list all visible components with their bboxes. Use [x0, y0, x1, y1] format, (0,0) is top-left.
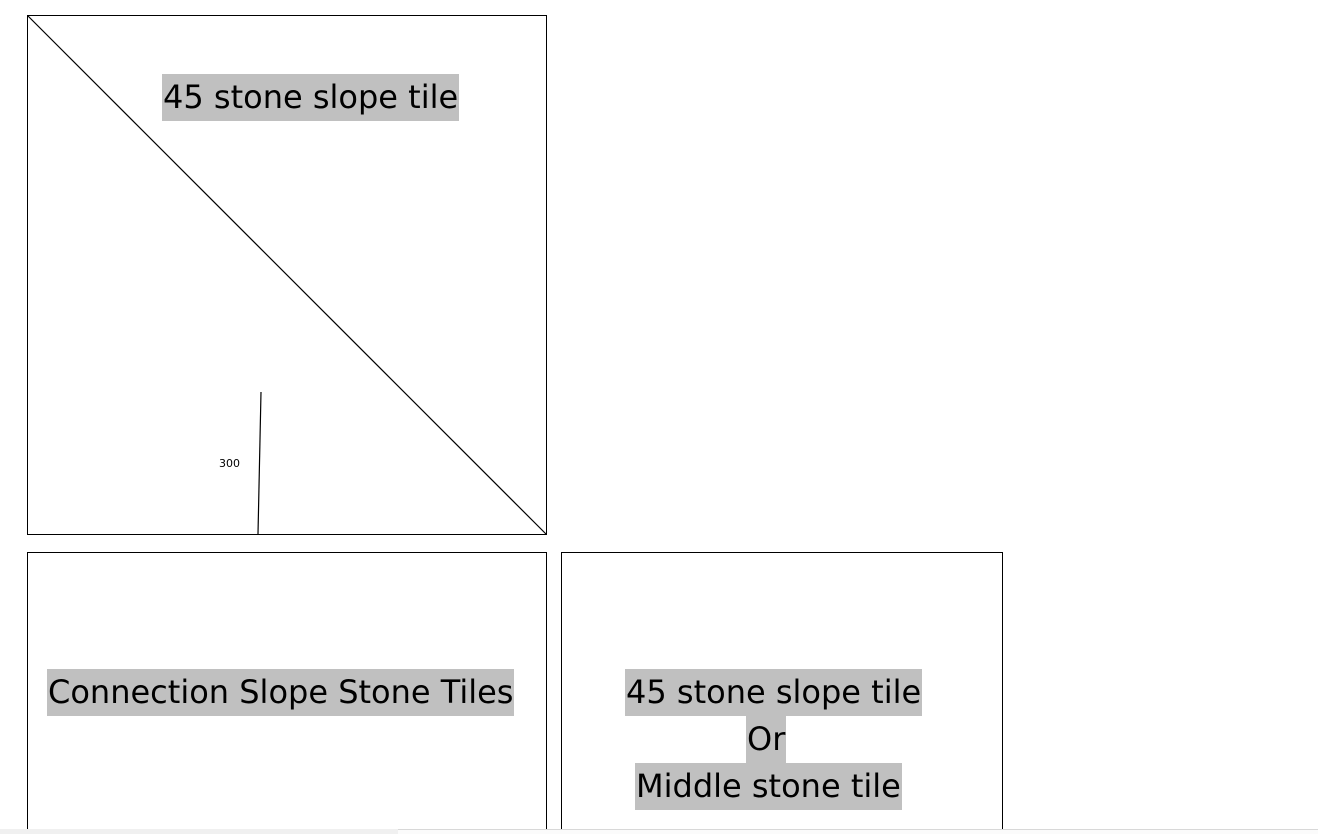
diagonal-slope-line [27, 15, 547, 535]
horizontal-scrollbar-track[interactable] [0, 829, 398, 834]
slope-tile-label: 45 stone slope tile [162, 74, 460, 121]
status-bar-strip [398, 829, 1318, 834]
connection-tile-label: Connection Slope Stone Tiles [47, 669, 515, 716]
alternative-tile-label-line1: 45 stone slope tile [625, 669, 923, 716]
dimension-label: 300 [219, 457, 240, 470]
dimension-line [257, 391, 262, 535]
alternative-tile-label-line2: Or [746, 716, 787, 763]
alternative-tile-label-line3: Middle stone tile [635, 763, 902, 810]
